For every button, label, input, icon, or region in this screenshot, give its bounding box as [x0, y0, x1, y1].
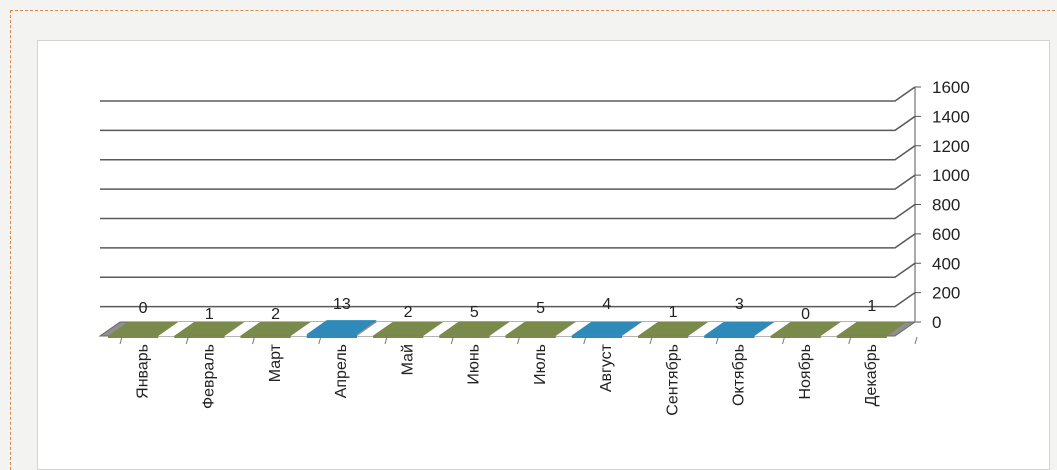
category-label: Сентябрь — [664, 344, 681, 416]
bar-front-face — [638, 336, 688, 338]
category-label: Январь — [134, 344, 151, 399]
gridline — [100, 87, 915, 101]
bar-front-face — [241, 336, 291, 338]
category-label: Июнь — [466, 344, 483, 385]
data-label: 1 — [205, 306, 214, 323]
gridline — [100, 146, 915, 160]
bar-front-face — [771, 336, 821, 338]
category-label: Апрель — [333, 344, 350, 398]
x-tick-mark — [584, 337, 586, 344]
bar-front-face — [174, 336, 224, 338]
y-tick-label: 200 — [932, 284, 960, 303]
data-label: 3 — [735, 296, 744, 313]
data-label: 5 — [470, 304, 479, 321]
gridline — [100, 263, 915, 277]
x-tick-mark — [186, 337, 188, 344]
bar-front-face — [307, 334, 357, 338]
x-tick-mark — [915, 337, 917, 344]
x-tick-mark — [783, 337, 785, 344]
bar-front-face — [506, 335, 556, 338]
y-tick-label: 1000 — [932, 166, 970, 185]
category-label: Август — [598, 343, 615, 392]
x-tick-mark — [716, 337, 718, 344]
data-label: 2 — [404, 304, 413, 321]
bar-front-face — [108, 336, 158, 338]
data-label: 0 — [801, 306, 810, 323]
x-tick-mark — [253, 337, 255, 344]
data-label: 1 — [669, 304, 678, 321]
category-label: Март — [267, 343, 284, 382]
data-label: 2 — [271, 306, 280, 323]
data-label: 4 — [602, 296, 611, 313]
x-tick-mark — [849, 337, 851, 344]
category-label: Май — [399, 344, 416, 375]
x-tick-mark — [518, 337, 520, 344]
gridline — [100, 205, 915, 219]
x-tick-mark — [650, 337, 652, 344]
category-label: Декабрь — [863, 344, 880, 406]
x-tick-mark — [385, 337, 387, 344]
y-tick-label: 1600 — [932, 78, 970, 97]
y-tick-label: 1400 — [932, 107, 970, 126]
data-label: 1 — [867, 298, 876, 315]
y-tick-label: 800 — [932, 196, 960, 215]
x-tick-mark — [451, 337, 453, 344]
data-label: 13 — [333, 296, 351, 313]
category-label: Июль — [532, 344, 549, 385]
y-tick-label: 600 — [932, 225, 960, 244]
gridline — [100, 175, 915, 189]
y-tick-label: 400 — [932, 254, 960, 273]
category-label: Февраль — [201, 344, 218, 409]
gridline — [100, 234, 915, 248]
y-tick-label: 1200 — [932, 137, 970, 156]
data-label: 0 — [139, 300, 148, 317]
bar-front-face — [439, 335, 489, 338]
bar-front-face — [572, 335, 622, 338]
gridline — [100, 293, 915, 307]
x-tick-mark — [120, 337, 122, 344]
gridline — [100, 116, 915, 130]
data-label: 5 — [536, 300, 545, 317]
bar-front-face — [704, 336, 754, 338]
y-tick-label: 0 — [932, 313, 941, 332]
bar-front-face — [837, 336, 887, 338]
bar-front-face — [373, 336, 423, 338]
category-label: Октябрь — [731, 344, 748, 406]
category-label: Ноябрь — [797, 344, 814, 400]
x-tick-mark — [319, 337, 321, 344]
